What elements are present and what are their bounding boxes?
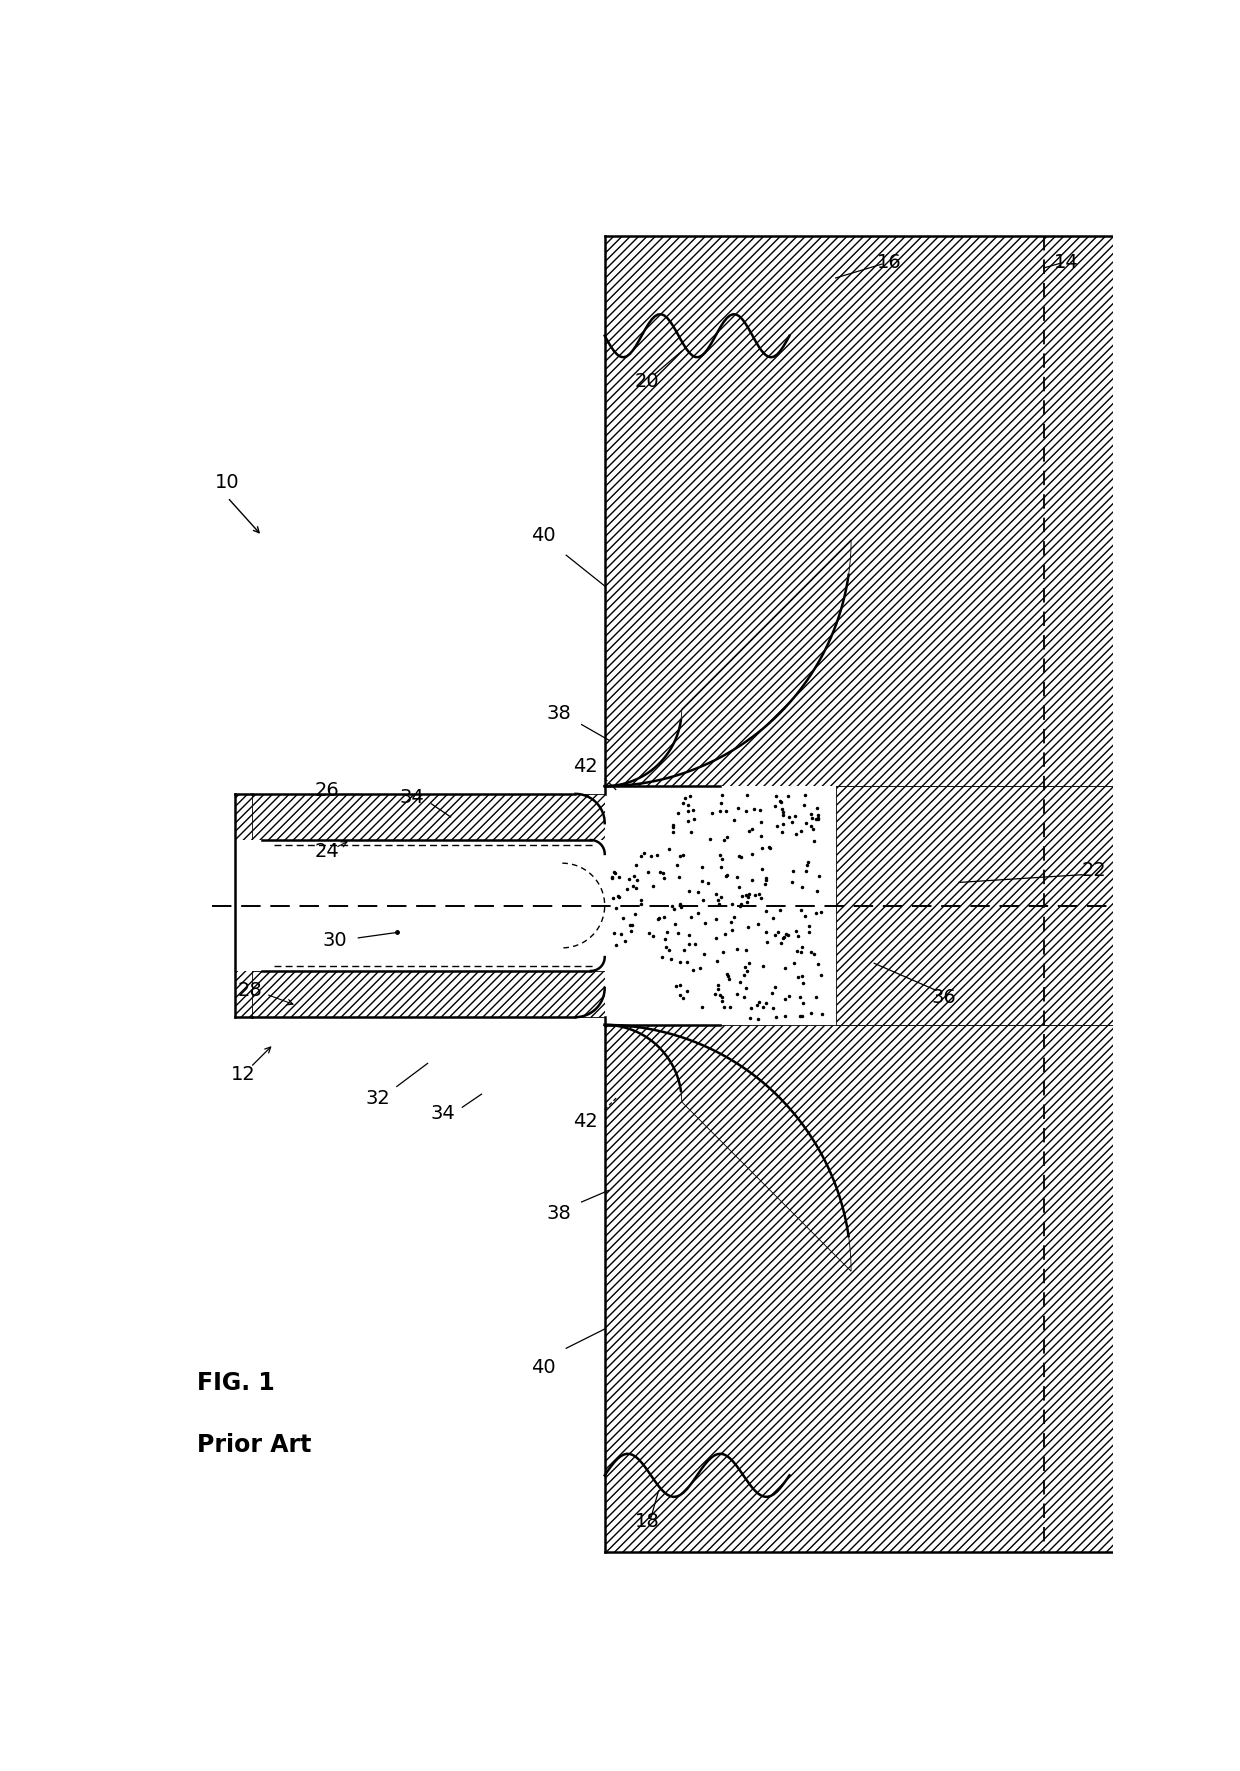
Polygon shape	[236, 793, 605, 839]
Polygon shape	[236, 971, 605, 1017]
Text: 10: 10	[215, 473, 239, 492]
Bar	[236, 839, 605, 971]
Text: 42: 42	[573, 758, 598, 776]
Text: 24: 24	[315, 843, 340, 861]
Text: 42: 42	[573, 1112, 598, 1130]
Polygon shape	[605, 1025, 1121, 1553]
Polygon shape	[605, 1025, 851, 1272]
Text: FIG. 1: FIG. 1	[197, 1371, 274, 1396]
Text: 12: 12	[231, 1066, 255, 1084]
Text: 18: 18	[635, 1512, 660, 1530]
Text: 34: 34	[399, 788, 424, 808]
Polygon shape	[236, 793, 252, 1017]
Text: 28: 28	[238, 981, 263, 999]
Polygon shape	[605, 236, 1121, 786]
Text: 38: 38	[546, 703, 570, 723]
Text: 36: 36	[931, 988, 956, 1008]
Text: 32: 32	[365, 1089, 389, 1107]
Text: 14: 14	[1054, 253, 1079, 273]
Text: 26: 26	[315, 781, 340, 799]
Text: 40: 40	[531, 1358, 556, 1378]
Text: 16: 16	[877, 253, 901, 273]
Text: 30: 30	[322, 932, 347, 949]
Text: 20: 20	[635, 372, 660, 391]
Text: 22: 22	[1081, 861, 1106, 880]
Polygon shape	[605, 540, 851, 786]
Polygon shape	[605, 786, 836, 1025]
Text: 38: 38	[546, 1204, 570, 1224]
Text: 34: 34	[430, 1103, 455, 1123]
Text: Prior Art: Prior Art	[197, 1433, 311, 1456]
Text: 40: 40	[531, 526, 556, 545]
Polygon shape	[836, 786, 1121, 1025]
